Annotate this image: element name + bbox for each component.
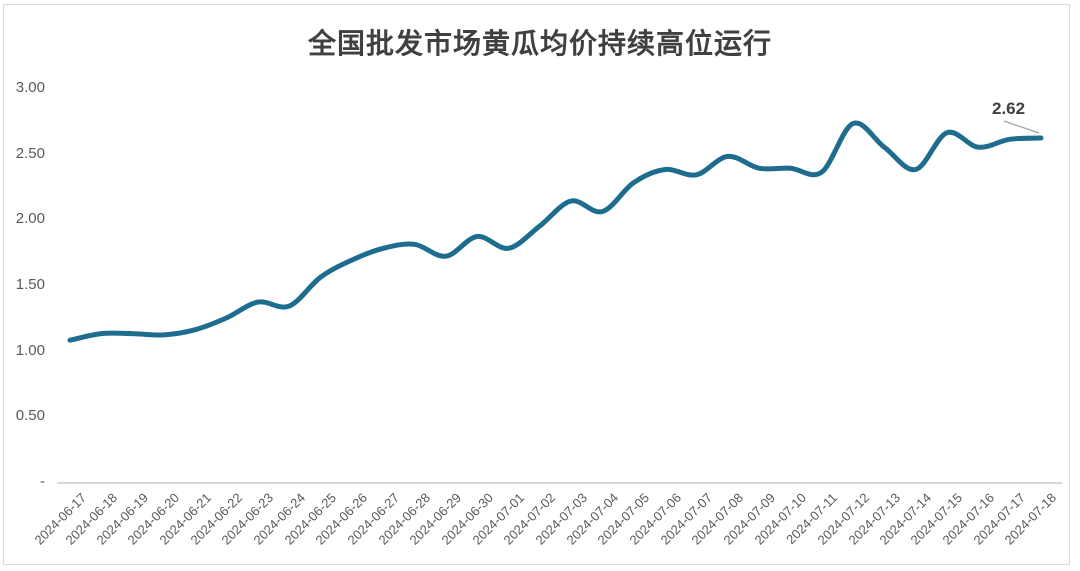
data-label-leader-line: [1003, 120, 1040, 134]
y-tick-label: -: [40, 473, 45, 490]
y-tick-label: 0.50: [15, 407, 45, 425]
y-tick-label: 1.00: [15, 341, 45, 359]
y-tick-label: 2.50: [15, 144, 45, 162]
price-line: [67, 120, 1044, 343]
last-value-label: 2.62: [992, 99, 1026, 118]
y-tick-label: 1.50: [15, 276, 45, 294]
y-tick-label: 3.00: [15, 79, 45, 97]
y-tick-label: 2.00: [15, 210, 45, 228]
chart-title: 全国批发市场黄瓜均价持续高位运行: [307, 28, 772, 59]
